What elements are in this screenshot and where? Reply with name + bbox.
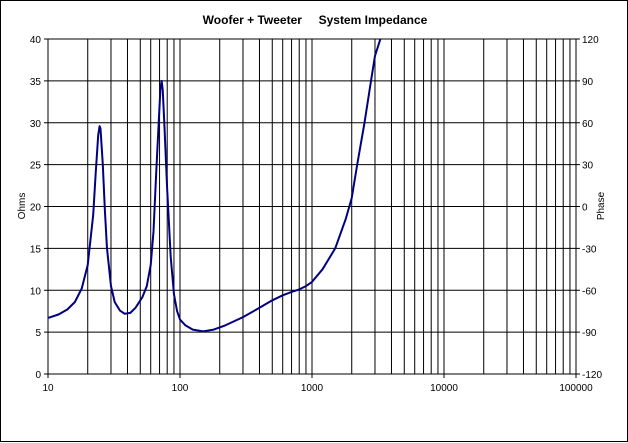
impedance-series-line (48, 39, 382, 333)
right-axis-ticks: -120 -90 -60 -30 0 30 60 90 120 (576, 35, 602, 381)
x-tick-label: 100 (172, 383, 189, 394)
y2-tick-label: 30 (582, 161, 594, 172)
y-tick-label: 15 (30, 244, 42, 255)
y-tick-label: 0 (35, 370, 41, 381)
y-tick-label: 40 (30, 35, 42, 46)
y2-tick-label: 60 (582, 119, 594, 130)
y2-tick-label: -120 (582, 370, 602, 381)
y2-axis-label: Phase (596, 191, 607, 220)
chart-title: Woofer + Tweeter System Impedance (203, 13, 428, 27)
x-tick-label: 100000 (559, 383, 593, 394)
x-tick-label: 1000 (301, 383, 324, 394)
series-layer (48, 39, 382, 333)
y2-tick-label: -60 (582, 286, 597, 297)
y-tick-label: 10 (30, 286, 42, 297)
y-tick-label: 20 (30, 203, 42, 214)
left-axis-ticks: 0 5 10 15 20 25 30 35 40 (30, 35, 48, 381)
y2-tick-label: 0 (582, 203, 588, 214)
y-tick-label: 5 (35, 328, 41, 339)
x-axis-ticks: 10 100 1000 10000 100000 (42, 374, 593, 394)
y-axis-label: Ohms (17, 193, 28, 220)
y2-tick-label: 120 (582, 35, 599, 46)
y-tick-label: 30 (30, 119, 42, 130)
grid-lines (48, 39, 576, 374)
y2-tick-label: -90 (582, 328, 597, 339)
y2-tick-label: 90 (582, 77, 594, 88)
y-tick-label: 25 (30, 161, 42, 172)
y2-tick-label: -30 (582, 244, 597, 255)
x-tick-label: 10 (42, 383, 54, 394)
y-tick-label: 35 (30, 77, 42, 88)
x-tick-label: 10000 (430, 383, 458, 394)
